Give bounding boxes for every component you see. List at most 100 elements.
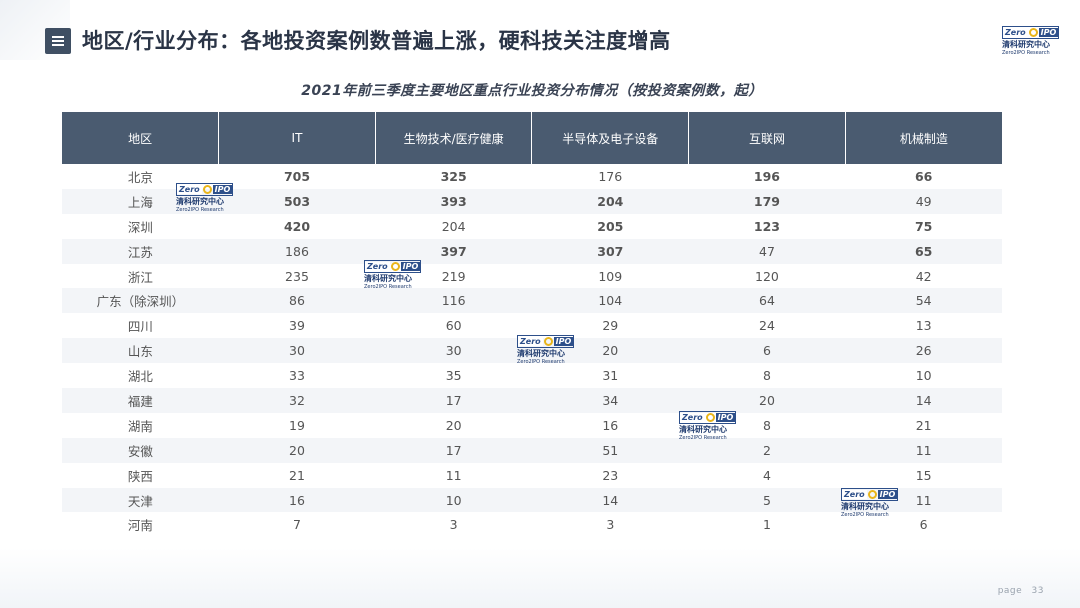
bottom-decoration (0, 548, 1080, 608)
table-row: 广东（除深圳） 86 116 104 64 54 (62, 288, 1002, 314)
value-cell: 104 (531, 288, 689, 314)
logo-cn-text: 清科研究中心 (841, 502, 889, 511)
value-cell: 30 (218, 338, 376, 364)
value-cell: 75 (914, 218, 933, 234)
value-cell: 60 (445, 318, 462, 334)
region-cell: 湖南 (127, 418, 153, 434)
column-header: 地区 (62, 112, 219, 164)
value-cell: 5 (688, 487, 846, 513)
region-cell: 安徽 (62, 437, 219, 463)
table-caption: 2021年前三季度主要地区重点行业投资分布情况（按投资案例数，起） (301, 83, 763, 99)
value-cell: 397 (375, 238, 532, 264)
value-cell: 42 (915, 268, 932, 284)
value-cell: 32 (218, 388, 376, 413)
table-body: 北京 705 325 176 196 66 上海 503 393 204 179 49 深圳 420 204… (62, 164, 1002, 537)
value-cell: 64 (688, 288, 846, 314)
value-cell: 23 (602, 467, 619, 483)
watermark-logo: Zero IPO 清科研究中心 Zero2IPO Research (364, 260, 422, 290)
region-cell: 广东（除深圳） (62, 288, 219, 314)
page-label: page (997, 586, 1023, 596)
logo-en-text: Zero2IPO Research (679, 435, 727, 441)
table-header-row: 地区 IT 生物技术/医疗健康 半导体及电子设备 互联网 机械制造 (62, 112, 1002, 164)
logo-cn-text: 清科研究中心 (364, 274, 412, 283)
watermark-logo: Zero IPO 清科研究中心 Zero2IPO Research (679, 411, 737, 441)
value-cell: 420 (283, 218, 311, 234)
watermark-logo: Zero IPO 清科研究中心 Zero2IPO Research (176, 183, 234, 213)
column-header: 机械制造 (844, 112, 1002, 164)
logo-en-text: Zero2IPO Research (841, 512, 889, 518)
value-cell: 393 (375, 188, 532, 214)
value-cell: 8 (762, 368, 771, 384)
investment-table: 地区 IT 生物技术/医疗健康 半导体及电子设备 互联网 机械制造 北京 705 3… (62, 112, 1002, 537)
logo-badge: Zero IPO (364, 260, 422, 273)
value-cell: 47 (688, 238, 846, 264)
region-cell: 河南 (127, 518, 153, 534)
menu-icon[interactable] (45, 28, 71, 54)
value-cell: 17 (375, 437, 532, 463)
value-cell: 235 (285, 268, 309, 284)
value-cell: 65 (845, 238, 1002, 264)
value-cell: 16 (218, 487, 376, 513)
region-cell: 四川 (127, 319, 153, 335)
logo-cn-text: 清科研究中心 (1002, 40, 1050, 49)
region-cell: 北京 (127, 169, 153, 185)
value-cell: 10 (915, 368, 932, 384)
value-cell: 11 (445, 467, 462, 483)
value-cell: 35 (445, 368, 462, 384)
watermark-logo: Zero IPO 清科研究中心 Zero2IPO Research (517, 335, 575, 365)
value-cell: 14 (531, 487, 689, 513)
value-cell: 11 (845, 437, 1002, 463)
value-cell: 33 (289, 368, 305, 384)
value-cell: 24 (759, 318, 775, 334)
value-cell: 120 (755, 268, 779, 284)
value-cell: 21 (915, 417, 932, 433)
value-cell: 307 (531, 238, 689, 264)
value-cell: 116 (375, 288, 532, 314)
value-cell: 205 (597, 218, 624, 234)
table-row: 福建 32 17 34 20 14 (62, 388, 1002, 413)
value-cell: 186 (218, 238, 376, 264)
logo-cn-text: 清科研究中心 (176, 197, 224, 206)
column-header: 生物技术/医疗健康 (374, 112, 532, 164)
page-value: 33 (1031, 586, 1044, 596)
logo-en-text: Zero2IPO Research (517, 359, 565, 365)
value-cell: 39 (289, 318, 305, 334)
table-row: 上海 503 393 204 179 49 (62, 188, 1002, 214)
table-row: 深圳 420 204 205 123 75 (62, 214, 1002, 239)
value-cell: 8 (762, 417, 771, 433)
value-cell: 51 (531, 437, 689, 463)
value-cell: 26 (845, 338, 1002, 364)
value-cell: 7 (293, 517, 301, 533)
zero2ipo-logo: Zero IPO 清科研究中心 Zero2IPO Research (1002, 26, 1060, 56)
value-cell: 10 (375, 487, 532, 513)
column-header: 半导体及电子设备 (531, 112, 689, 164)
logo-cn-text: 清科研究中心 (679, 425, 727, 434)
region-cell: 山东 (62, 338, 219, 364)
table-row: 山东 30 30 20 6 26 (62, 338, 1002, 364)
value-cell: 3 (606, 517, 615, 533)
table-row: 安徽 20 17 51 2 11 (62, 437, 1002, 463)
value-cell: 54 (845, 288, 1002, 314)
table-row: 河南 7 3 3 1 6 (62, 512, 1002, 537)
value-cell: 325 (440, 168, 467, 184)
value-cell: 1 (762, 517, 771, 533)
region-cell: 上海 (62, 188, 219, 214)
value-cell: 204 (531, 188, 689, 214)
page-title: 地区/行业分布：各地投资案例数普遍上涨，硬科技关注度增高 (82, 29, 671, 53)
value-cell: 15 (915, 467, 932, 483)
logo-en-text: Zero2IPO Research (1002, 50, 1050, 56)
logo-badge: Zero IPO (841, 488, 899, 501)
value-cell: 20 (218, 437, 376, 463)
value-cell: 179 (688, 188, 846, 214)
value-cell: 14 (845, 388, 1002, 413)
value-cell: 29 (602, 318, 619, 334)
value-cell: 503 (218, 188, 376, 214)
value-cell: 86 (218, 288, 376, 314)
region-cell: 天津 (62, 487, 219, 513)
logo-badge: Zero IPO (1002, 26, 1060, 39)
logo-en-text: Zero2IPO Research (364, 284, 412, 290)
value-cell: 204 (441, 218, 466, 234)
logo-badge: Zero IPO (517, 335, 575, 348)
logo-cn-text: 清科研究中心 (517, 349, 565, 358)
region-cell: 江苏 (62, 238, 219, 264)
